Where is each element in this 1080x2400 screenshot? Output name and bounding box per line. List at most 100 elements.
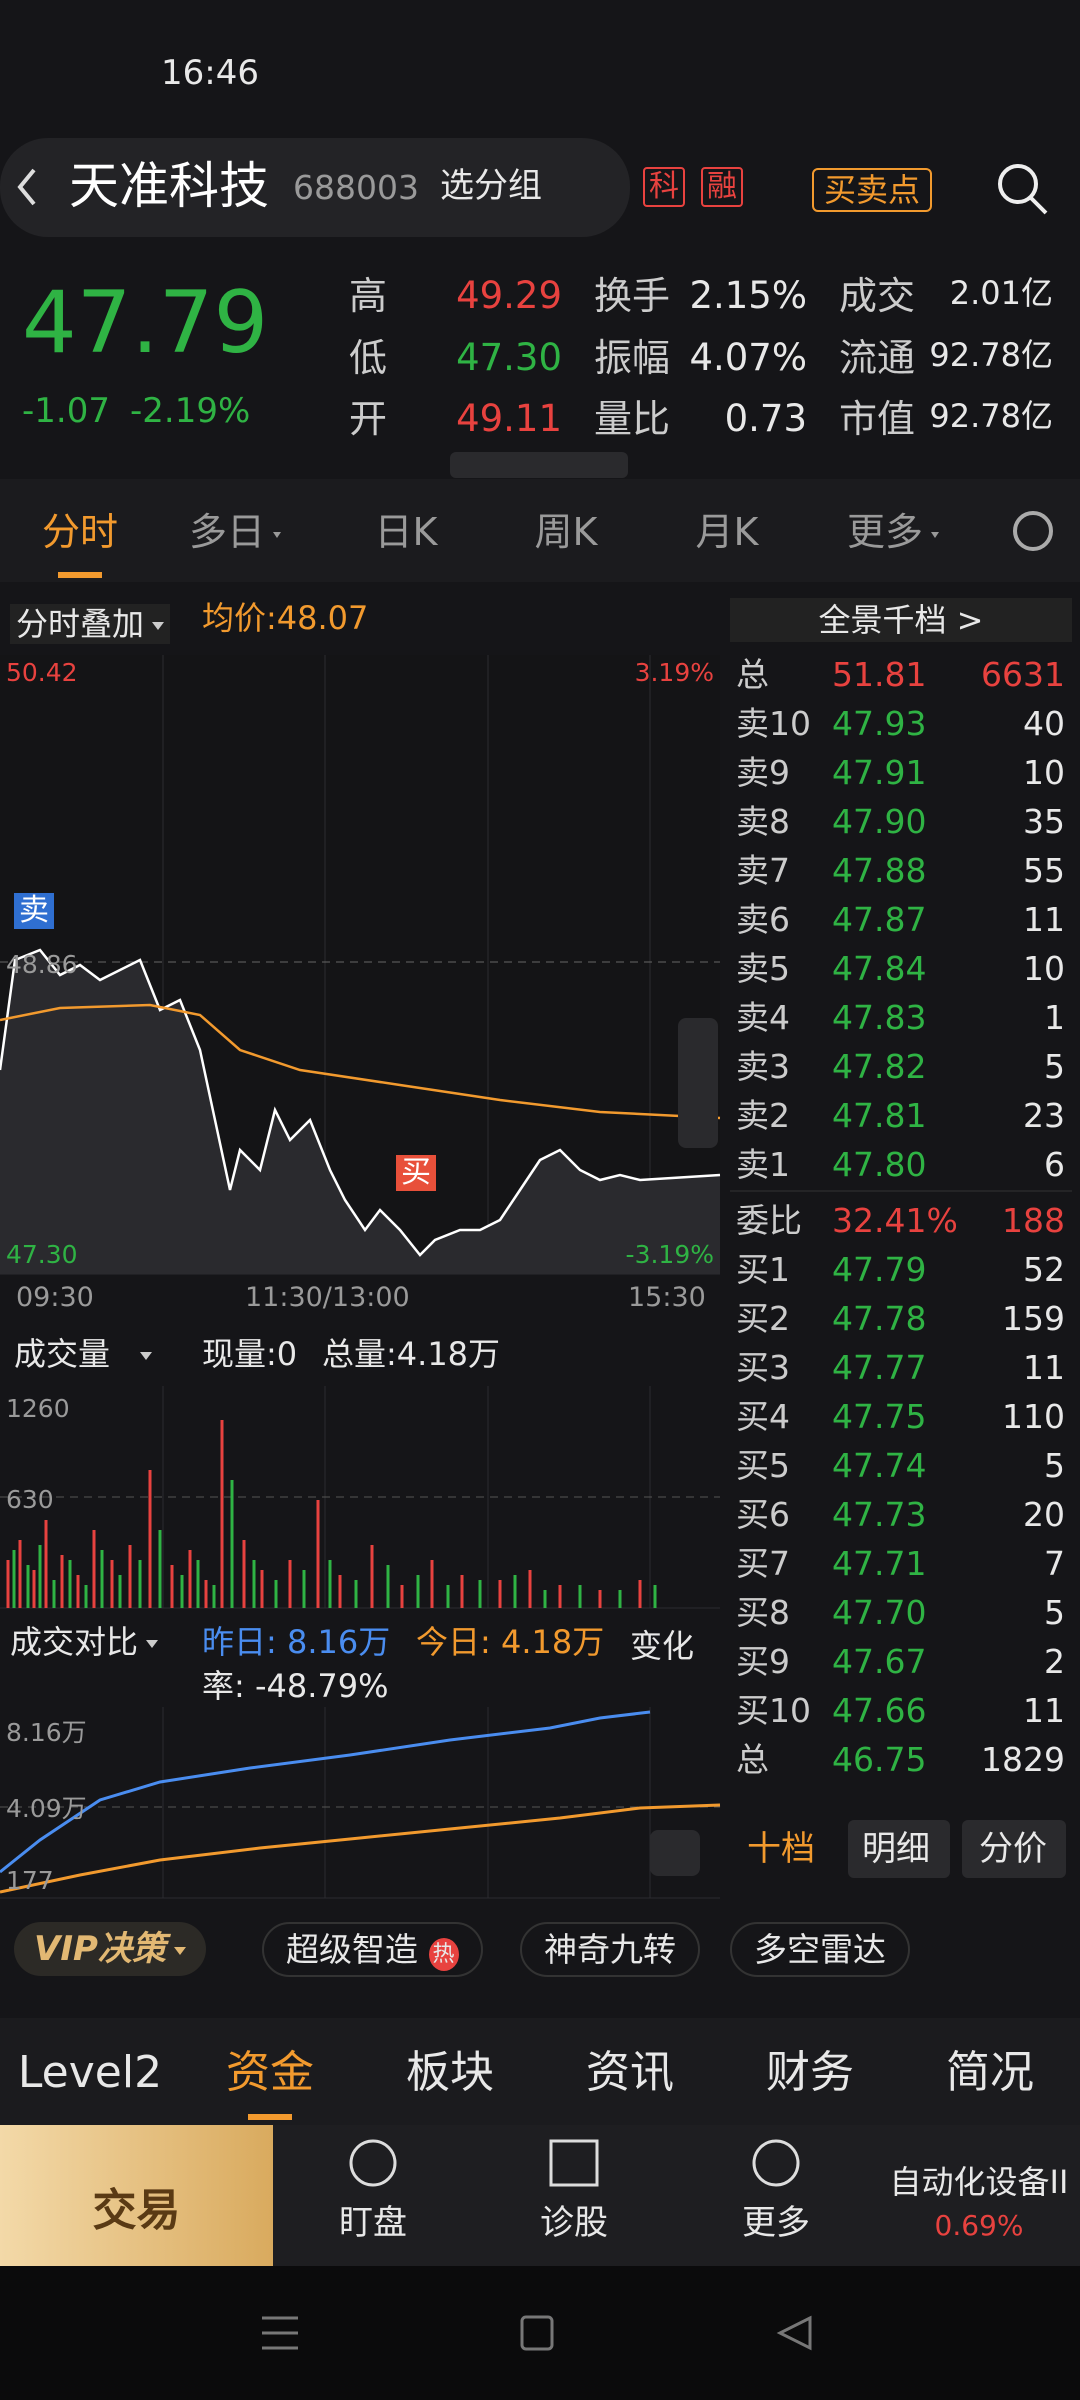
- search-icon[interactable]: [998, 164, 1038, 204]
- stat-label: 量比: [594, 397, 671, 441]
- search-icon-handle: [1029, 196, 1048, 215]
- compare-change: 变化率: -48.79%: [202, 1627, 695, 1705]
- bottom-tab[interactable]: 资金: [226, 2047, 314, 2098]
- book-volume: 55: [1023, 851, 1065, 890]
- stat-value: 92.78亿: [929, 397, 1053, 435]
- book-tab[interactable]: 十档: [747, 1829, 815, 1869]
- compare-btn[interactable]: 成交对比: [10, 1623, 159, 1661]
- buy-sell-btn[interactable]: 买卖点: [812, 168, 933, 212]
- book-volume: 188: [1002, 1201, 1065, 1240]
- bottom-tab[interactable]: 板块: [406, 2047, 494, 2098]
- book-price: 47.71: [832, 1544, 927, 1583]
- tag: 科: [643, 167, 685, 207]
- compare-label: 成交对比: [10, 1623, 139, 1661]
- yesterday-line: [0, 1710, 651, 1874]
- group-btn[interactable]: 选分组: [440, 166, 542, 206]
- book-level: 卖8: [736, 802, 790, 841]
- book-price: 47.87: [832, 900, 927, 939]
- volume-now: 现量:0: [202, 1335, 298, 1373]
- book-price: 47.91: [832, 753, 927, 792]
- trade-label[interactable]: 交易: [92, 2185, 181, 2236]
- hot-badge: 热: [428, 1938, 459, 1971]
- stat-value: 2.15%: [689, 274, 807, 317]
- feature-btn[interactable]: 神奇九转: [520, 1922, 700, 1977]
- bottom-tab[interactable]: 财务: [766, 2047, 854, 2098]
- bottom-tab[interactable]: 简况: [946, 2047, 1034, 2098]
- book-volume: 5: [1044, 1047, 1065, 1086]
- home-key[interactable]: [520, 2315, 554, 2351]
- compare-tick: 8.16万: [6, 1718, 87, 1747]
- trade-btn[interactable]: [0, 2125, 273, 2266]
- book-price: 47.66: [832, 1691, 927, 1730]
- compare-tick: 177: [6, 1866, 54, 1895]
- nav-label[interactable]: 更多: [742, 2203, 810, 2243]
- expand-handle[interactable]: [450, 452, 628, 478]
- book-tab[interactable]: 明细: [862, 1829, 930, 1869]
- diagnose-icon[interactable]: [549, 2139, 599, 2187]
- nav-label[interactable]: 盯盘: [339, 2203, 407, 2243]
- watch-icon[interactable]: [349, 2139, 397, 2187]
- stat-label: 换手: [594, 274, 671, 318]
- chart-high: 50.42: [6, 658, 78, 687]
- feature-btn[interactable]: 多空雷达: [730, 1922, 910, 1977]
- stat-label: 高: [349, 274, 388, 318]
- volume-label: 成交量: [14, 1335, 111, 1373]
- book-volume: 1: [1044, 998, 1065, 1037]
- bottom-tab[interactable]: 资讯: [586, 2047, 674, 2098]
- compare-tick: 4.09万: [6, 1794, 87, 1823]
- tab[interactable]: 周K: [534, 510, 598, 554]
- book-header[interactable]: 全景千档 >: [730, 598, 1072, 642]
- tab[interactable]: 多日: [160, 513, 310, 551]
- book-level: 卖3: [736, 1047, 790, 1086]
- sector-name[interactable]: 自动化设备II: [889, 2163, 1069, 2201]
- book-level: 卖9: [736, 753, 790, 792]
- volume-tick: 630: [6, 1485, 54, 1514]
- tab[interactable]: 分时: [41, 510, 118, 554]
- price: 47.79: [22, 273, 269, 373]
- feature-btn[interactable]: 超级智造 热: [262, 1922, 483, 1977]
- book-volume: 40: [1023, 704, 1065, 743]
- menu-key[interactable]: [262, 2316, 298, 2350]
- compare-yesterday: 昨日: 8.16万: [202, 1623, 391, 1661]
- book-volume: 7: [1044, 1544, 1065, 1583]
- stat-value: 49.29: [456, 274, 562, 317]
- more-icon[interactable]: [752, 2139, 800, 2187]
- bottom-tab[interactable]: Level2: [17, 2047, 163, 2098]
- side-handle[interactable]: [678, 1018, 718, 1148]
- time-label: 09:30: [16, 1282, 94, 1313]
- settings-icon[interactable]: [1013, 511, 1053, 551]
- book-volume: 11: [1023, 1691, 1065, 1730]
- back-icon[interactable]: [17, 168, 36, 206]
- book-level: 买9: [736, 1642, 790, 1681]
- vip-btn[interactable]: VIP决策: [14, 1922, 206, 1976]
- fullscreen-btn[interactable]: [650, 1830, 700, 1876]
- bottom-tab-band: [0, 2018, 1080, 2125]
- book-level: 总: [736, 655, 769, 694]
- chart-high-pct: 3.19%: [634, 658, 714, 687]
- book-volume: 52: [1023, 1250, 1065, 1289]
- stat-label: 成交: [839, 274, 916, 318]
- overlay-btn[interactable]: 分时叠加: [10, 604, 171, 644]
- back-key[interactable]: [776, 2315, 812, 2351]
- tab[interactable]: 月K: [695, 510, 759, 554]
- book-level: 委比: [736, 1201, 802, 1240]
- book-level: 买7: [736, 1544, 790, 1583]
- book-tab[interactable]: 分价: [979, 1829, 1047, 1869]
- stat-label: 流通: [839, 336, 916, 380]
- nav-label[interactable]: 诊股: [540, 2203, 608, 2243]
- book-tab-bg[interactable]: [848, 1820, 950, 1878]
- book-volume: 6: [1044, 1145, 1065, 1184]
- tab[interactable]: 日K: [374, 510, 438, 554]
- book-level: 卖6: [736, 900, 790, 939]
- book-price: 47.77: [832, 1348, 927, 1387]
- time-label: 15:30: [628, 1282, 706, 1313]
- system-nav: [0, 2266, 1080, 2400]
- stat-label: 振幅: [594, 336, 671, 380]
- book-tab-bg[interactable]: [962, 1820, 1066, 1878]
- volume-btn[interactable]: 成交量: [14, 1335, 153, 1373]
- tab[interactable]: 更多: [818, 513, 968, 551]
- book-level: 买5: [736, 1446, 790, 1485]
- book-volume: 11: [1023, 900, 1065, 939]
- book-price: 47.70: [832, 1593, 927, 1632]
